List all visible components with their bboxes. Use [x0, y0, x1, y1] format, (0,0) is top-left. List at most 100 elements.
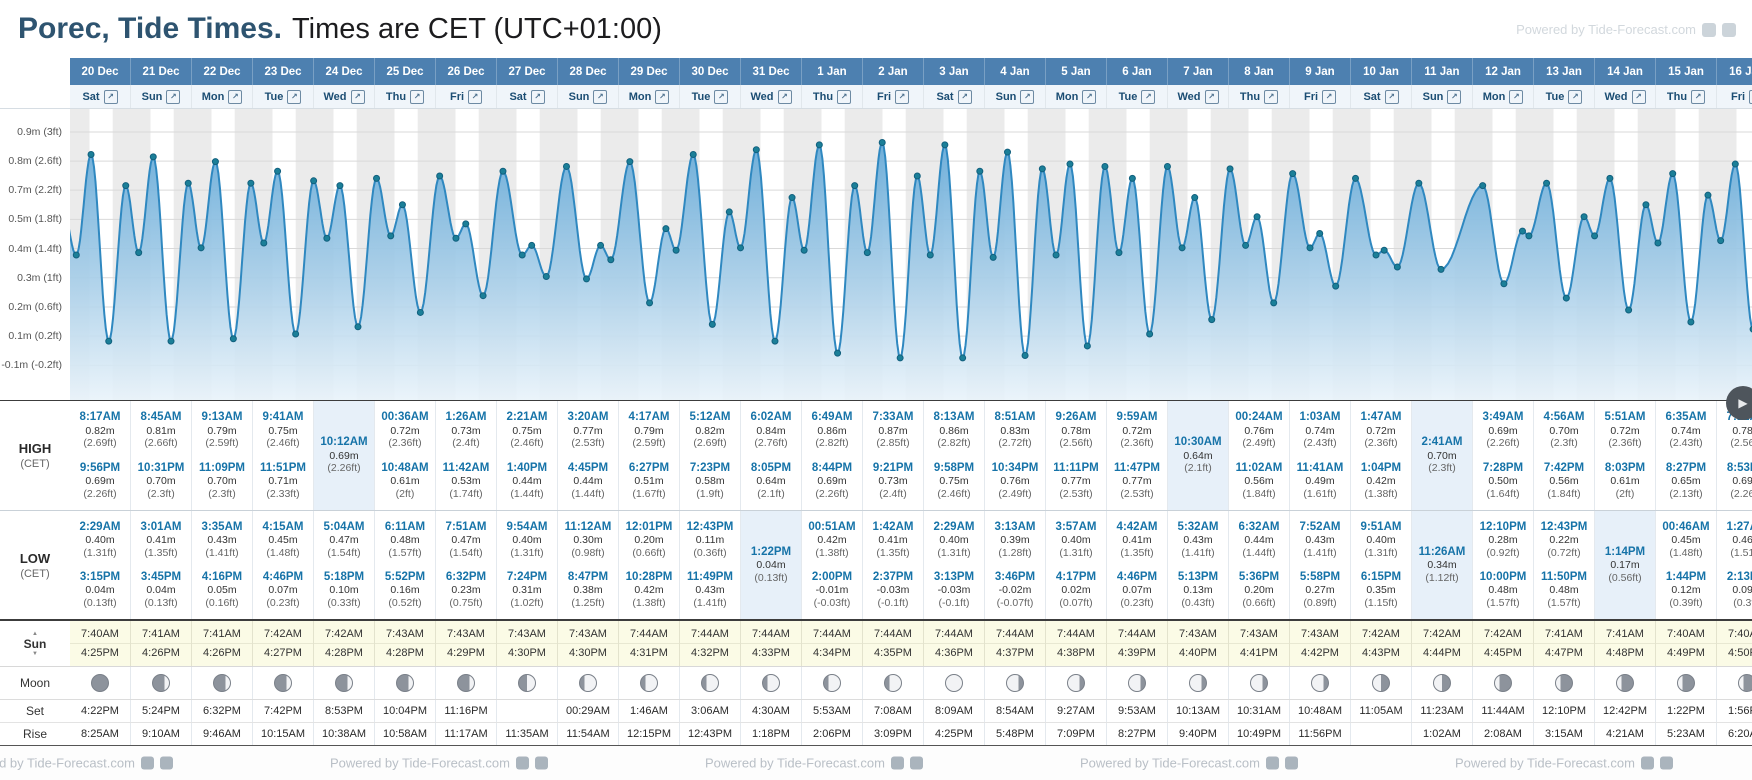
expand-day-button[interactable]: ↗ — [1447, 89, 1462, 104]
sun-cell: 7:44AM 4:32PM — [680, 621, 741, 666]
moonrise-row: 8:25AM 9:10AM 9:46AM 10:15AM 10:38AM 10:58AM 1… — [70, 723, 1752, 745]
expand-day-button[interactable]: ↗ — [287, 89, 302, 104]
tide-time: 7:24PM — [506, 570, 548, 583]
low-tide-entry: 2:29AM 0.40m (1.31ft) — [934, 521, 975, 559]
y-axis-tick-label: 0.9m (3ft) — [17, 125, 62, 138]
sunset-time: 4:32PM — [691, 647, 729, 659]
high-tide-entry: 11:02AM 0.56m (1.84ft) — [1236, 462, 1283, 500]
expand-day-button[interactable]: ↗ — [593, 89, 608, 104]
watermark-link-icon[interactable] — [140, 756, 154, 770]
expand-day-button[interactable]: ↗ — [1509, 89, 1524, 104]
expand-day-button[interactable]: ↗ — [714, 89, 729, 104]
expand-day-button[interactable]: ↗ — [837, 89, 852, 104]
watermark-link-icon[interactable] — [1722, 22, 1736, 37]
watermark-link-icon[interactable] — [534, 756, 548, 770]
date-header: 5 Jan — [1046, 58, 1107, 85]
tide-time: 11:11PM — [1053, 461, 1099, 474]
low-tide-entry: 10:28PM 0.42m (1.38ft) — [626, 571, 673, 609]
tide-height-m: 0.30m — [573, 534, 603, 547]
lows-cell: 1:22PM 0.04m (0.13ft) — [741, 511, 802, 619]
low-tide-entry: 11:49PM 0.43m (1.41ft) — [687, 571, 733, 609]
expand-day-button[interactable]: ↗ — [1631, 89, 1646, 104]
expand-day-button[interactable]: ↗ — [1749, 89, 1752, 104]
high-tide-marker — [851, 182, 859, 190]
expand-day-button[interactable]: ↗ — [1568, 89, 1583, 104]
lows-cell: 11:12AM 0.30m (0.98ft) 8:47PM 0.38m (1.25ft) — [558, 511, 619, 619]
expand-day-button[interactable]: ↗ — [1082, 89, 1097, 104]
moonset-time: 9:27AM — [1046, 700, 1107, 722]
day-header: Tue ↗ — [1107, 85, 1168, 108]
low-tide-marker — [1306, 244, 1314, 252]
expand-day-button[interactable]: ↗ — [895, 89, 910, 104]
low-tide-entry: 5:13PM 0.13m (0.43ft) — [1178, 571, 1218, 609]
tide-time: 5:12AM — [689, 411, 731, 424]
expand-day-button[interactable]: ↗ — [410, 89, 425, 104]
expand-day-button[interactable]: ↗ — [1322, 89, 1337, 104]
watermark-link-icon[interactable] — [890, 756, 904, 770]
sun-cell: 7:43AM 4:42PM — [1290, 621, 1351, 666]
moonrise-time: 11:17AM — [436, 723, 497, 745]
tide-time: 11:49PM — [686, 570, 734, 583]
low-tide-marker — [1717, 237, 1725, 245]
sun-cell: 7:44AM 4:33PM — [741, 621, 802, 666]
tide-height-ft: (1.41ft) — [693, 596, 727, 609]
moon-cell — [253, 667, 314, 699]
tide-height-m: 0.48m — [1488, 584, 1518, 597]
expand-day-button[interactable]: ↗ — [103, 89, 118, 104]
day-label: Mon — [628, 90, 652, 103]
expand-day-button[interactable]: ↗ — [957, 89, 972, 104]
moon-phase-icon — [1616, 674, 1634, 692]
watermark-link-icon[interactable] — [515, 756, 529, 770]
day-label: Fri — [1303, 90, 1319, 103]
tide-height-m: 0.64m — [1183, 449, 1213, 462]
expand-day-button[interactable]: ↗ — [350, 89, 365, 104]
high-tide-marker — [597, 241, 605, 249]
watermark-link-icon[interactable] — [159, 756, 173, 770]
expand-day-button[interactable]: ↗ — [1204, 89, 1219, 104]
sunset-time: 4:37PM — [996, 647, 1034, 659]
watermark-link-icon[interactable] — [1265, 756, 1279, 770]
expand-day-button[interactable]: ↗ — [1384, 89, 1399, 104]
sunrise-time: 7:42AM — [1351, 628, 1411, 644]
tide-height-ft: (1.35ft) — [1120, 546, 1154, 559]
watermark-link-icon[interactable] — [1640, 756, 1654, 770]
tide-height-ft: (2.69ft) — [693, 437, 727, 450]
expand-day-button[interactable]: ↗ — [777, 89, 792, 104]
expand-day-button[interactable]: ↗ — [530, 89, 545, 104]
moon-cell — [1473, 667, 1534, 699]
moon-phase-icon — [152, 674, 170, 692]
expand-day-button[interactable]: ↗ — [228, 89, 243, 104]
watermark-link-icon[interactable] — [1284, 756, 1298, 770]
expand-day-button[interactable]: ↗ — [1691, 89, 1706, 104]
tide-height-ft: (0.36ft) — [693, 546, 727, 559]
scroll-right-button[interactable]: ▶ — [1726, 386, 1752, 420]
watermark-link-icon[interactable] — [1702, 22, 1716, 37]
expand-day-button[interactable]: ↗ — [1264, 89, 1279, 104]
high-tide-marker — [562, 162, 570, 170]
highs-cell: 8:17AM 0.82m (2.69ft) 9:56PM 0.69m (2.26ft) — [70, 401, 131, 510]
tide-height-m: 0.28m — [1488, 534, 1518, 547]
watermark-link-icon[interactable] — [1659, 756, 1673, 770]
sunrise-time: 7:40AM — [1656, 628, 1716, 644]
expand-day-button[interactable]: ↗ — [1141, 89, 1156, 104]
tide-height-ft: (2.36ft) — [1364, 437, 1398, 450]
high-tide-marker — [1128, 174, 1136, 182]
sunset-time: 4:35PM — [874, 647, 912, 659]
moonrise-time: 8:25AM — [70, 723, 131, 745]
expand-day-button[interactable]: ↗ — [468, 89, 483, 104]
tide-time: 2:29AM — [79, 520, 121, 533]
tide-height-ft: (0.13ft) — [144, 596, 178, 609]
moonset-time: 11:44AM — [1473, 700, 1534, 722]
day-header: Sun ↗ — [558, 85, 619, 108]
high-tide-entry: 8:44PM 0.69m (2.26ft) — [812, 462, 852, 500]
sunset-time: 4:26PM — [142, 647, 180, 659]
expand-day-button[interactable]: ↗ — [1020, 89, 1035, 104]
moonset-time: 7:42PM — [253, 700, 314, 722]
expand-day-button[interactable]: ↗ — [166, 89, 181, 104]
moon-phase-icon — [1555, 674, 1573, 692]
expand-day-button[interactable]: ↗ — [655, 89, 670, 104]
moonset-time: 9:53AM — [1107, 700, 1168, 722]
day-label: Sat — [82, 90, 100, 103]
low-tide-entry: 6:15PM 0.35m (1.15ft) — [1361, 571, 1401, 609]
watermark-link-icon[interactable] — [909, 756, 923, 770]
